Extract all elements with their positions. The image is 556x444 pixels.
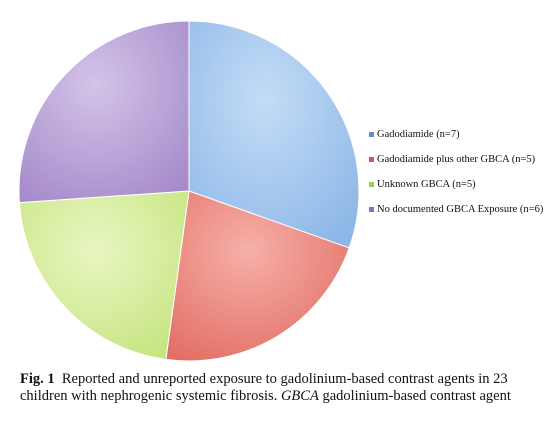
- figure-caption: Fig. 1 Reported and unreported exposure …: [20, 371, 530, 405]
- legend-item-gadodiamide-plus-other: Gadodiamide plus other GBCA (n=5): [369, 153, 549, 166]
- legend-item-no-documented-exposure: No documented GBCA Exposure (n=6): [369, 203, 549, 216]
- legend-swatch: [369, 207, 374, 212]
- legend-label: Gadodiamide plus other GBCA (n=5): [377, 154, 536, 165]
- caption-text: Reported and unreported exposure to gado…: [20, 371, 508, 404]
- pie-slice-2: [18, 190, 190, 360]
- chart-legend: Gadodiamide (n=7) Gadodiamide plus other…: [369, 128, 549, 228]
- legend-swatch: [369, 182, 374, 187]
- legend-swatch: [369, 157, 374, 162]
- legend-item-unknown-gbca: Unknown GBCA (n=5): [369, 178, 549, 191]
- caption-abbreviation-definition: gadolinium-based contrast agent: [322, 388, 511, 404]
- caption-abbreviation: GBCA: [280, 388, 319, 404]
- legend-item-gadodiamide: Gadodiamide (n=7): [369, 128, 549, 141]
- figure-label: Fig. 1: [20, 371, 55, 387]
- legend-label: No documented GBCA Exposure (n=6): [377, 204, 544, 215]
- legend-label: Gadodiamide (n=7): [377, 129, 460, 140]
- legend-label: Unknown GBCA (n=5): [377, 179, 476, 190]
- pie-slice-3: [18, 20, 190, 204]
- pie-slice-0: [188, 20, 360, 249]
- legend-swatch: [369, 132, 374, 137]
- pie-slice-1: [165, 190, 350, 362]
